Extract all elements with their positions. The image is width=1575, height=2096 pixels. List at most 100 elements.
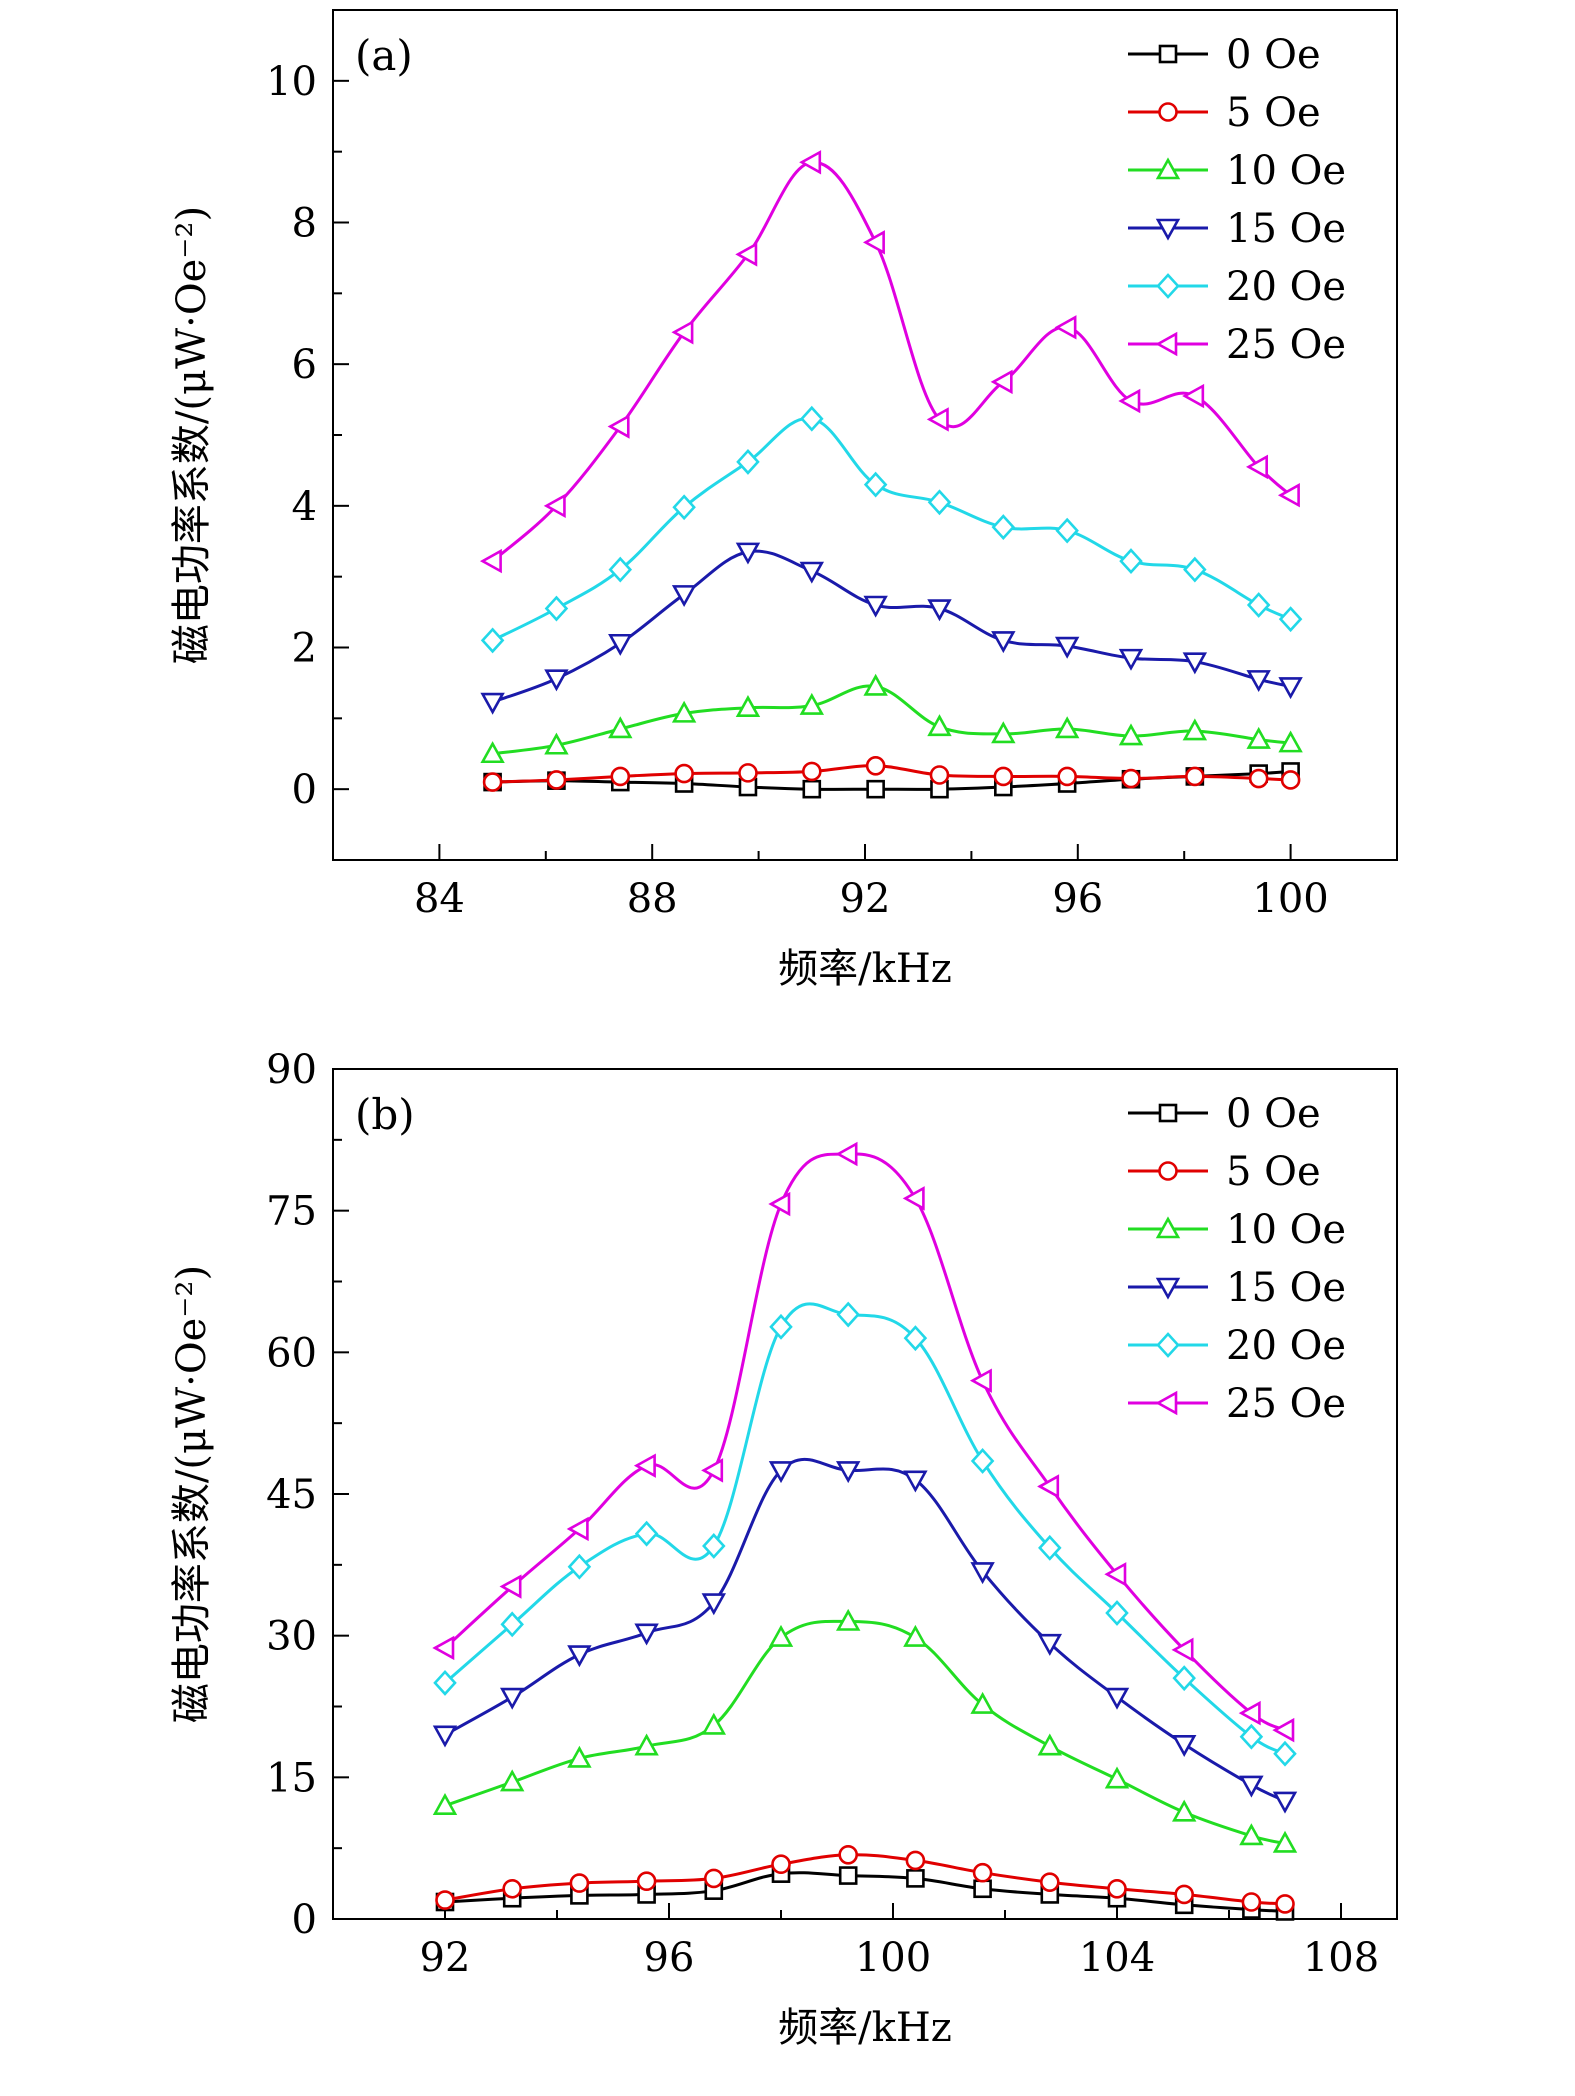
y-tick-label: 60 — [266, 1330, 317, 1376]
legend-item: 0 Oe — [1128, 32, 1321, 78]
data-point — [768, 1191, 791, 1217]
y-tick-label: 0 — [292, 1897, 317, 1943]
series-25-oe — [432, 1141, 1295, 1743]
data-point — [432, 1635, 455, 1661]
data-point — [543, 493, 566, 519]
data-point — [991, 631, 1016, 654]
legend-label: 5 Oe — [1226, 1149, 1321, 1195]
series-20-oe — [480, 405, 1303, 654]
data-point — [735, 542, 761, 565]
data-point — [1037, 1733, 1063, 1756]
data-point — [1104, 1562, 1127, 1587]
legend-item: 10 Oe — [1128, 1207, 1346, 1253]
data-point — [927, 599, 952, 622]
legend-item: 15 Oe — [1128, 206, 1346, 252]
data-point — [499, 1769, 525, 1792]
data-point — [863, 595, 888, 618]
data-point — [671, 700, 697, 723]
data-point — [1037, 1633, 1063, 1656]
x-tick-label: 100 — [1252, 876, 1328, 922]
data-point — [480, 692, 505, 715]
data-point — [1040, 1872, 1060, 1892]
data-point — [1171, 1637, 1194, 1663]
x-tick-label: 84 — [414, 876, 465, 922]
data-point — [1246, 726, 1271, 749]
data-point — [1185, 766, 1205, 787]
panel-a-chart: 84 88 92 96 100 0 2 4 6 8 10 频率/kHz 磁电功率系数/(μW·Oe⁻²)… — [169, 9, 1398, 992]
legend-item: 5 Oe — [1128, 1149, 1321, 1195]
series-line — [444, 1619, 1286, 1845]
x-tick-label: 96 — [644, 1935, 695, 1981]
data-point — [735, 242, 758, 267]
series-line — [443, 1152, 1286, 1732]
data-point — [1104, 1687, 1130, 1710]
x-tick-label: 88 — [627, 876, 678, 922]
data-point — [1171, 1734, 1197, 1757]
data-point — [608, 556, 633, 583]
data-point — [903, 1470, 928, 1493]
data-point — [671, 320, 694, 345]
data-point — [902, 1186, 925, 1211]
data-point — [502, 1878, 523, 1899]
data-point — [927, 489, 952, 516]
data-point — [990, 369, 1013, 395]
data-point — [544, 595, 569, 622]
data-point — [1182, 652, 1208, 675]
data-point — [701, 1458, 724, 1483]
legend-label: 25 Oe — [1226, 1381, 1346, 1427]
data-point — [991, 514, 1016, 541]
series-5-oe — [435, 1844, 1295, 1914]
data-point — [802, 779, 822, 799]
legend-marker — [1158, 1161, 1178, 1181]
data-point — [674, 763, 694, 784]
data-point — [970, 1691, 995, 1714]
x-axis-title: 频率/kHz — [778, 946, 952, 992]
data-point — [633, 1453, 656, 1478]
data-point — [701, 1712, 727, 1735]
data-point — [1037, 1474, 1060, 1499]
data-point — [1248, 768, 1269, 789]
legend-label: 15 Oe — [1226, 1265, 1346, 1311]
data-point — [1278, 606, 1303, 633]
data-point — [480, 741, 505, 764]
legend-marker — [1158, 44, 1178, 64]
legend-marker — [1156, 1332, 1180, 1358]
data-point — [836, 1301, 860, 1328]
y-tick-label: 75 — [266, 1189, 317, 1235]
data-point — [972, 1862, 993, 1883]
data-point — [634, 1520, 659, 1547]
data-point — [435, 1890, 455, 1910]
data-point — [1183, 556, 1207, 583]
data-point — [1246, 670, 1271, 693]
data-point — [608, 633, 633, 656]
legend: 0 Oe 5 Oe 10 Oe 15 Oe 20 Oe 25 Oe — [1128, 1091, 1346, 1427]
data-point — [970, 1448, 995, 1474]
data-point — [500, 1611, 524, 1638]
data-point — [1278, 730, 1303, 753]
data-point — [769, 1313, 793, 1340]
data-point — [544, 669, 569, 692]
data-point — [567, 1745, 592, 1768]
series-25-oe — [479, 150, 1300, 574]
x-tick-label: 92 — [420, 1935, 471, 1981]
data-point — [771, 1854, 791, 1875]
plot-frame — [332, 9, 1398, 861]
legend-label: 15 Oe — [1226, 206, 1346, 252]
data-point — [1174, 1884, 1194, 1905]
data-point — [973, 1879, 992, 1899]
legend-marker — [1156, 273, 1180, 299]
panel-label: (b) — [355, 1090, 415, 1139]
data-point — [835, 1461, 861, 1484]
data-point — [480, 627, 505, 654]
data-point — [1238, 1700, 1261, 1726]
data-point — [567, 1553, 592, 1580]
data-point — [479, 548, 502, 574]
x-tick-label: 96 — [1052, 876, 1103, 922]
series-line — [491, 160, 1292, 563]
data-point — [799, 692, 825, 715]
data-point — [800, 405, 824, 432]
y-tick-label: 2 — [292, 626, 317, 672]
y-tick-label: 30 — [266, 1614, 317, 1660]
data-point — [1105, 1600, 1129, 1626]
data-point — [970, 1562, 995, 1585]
